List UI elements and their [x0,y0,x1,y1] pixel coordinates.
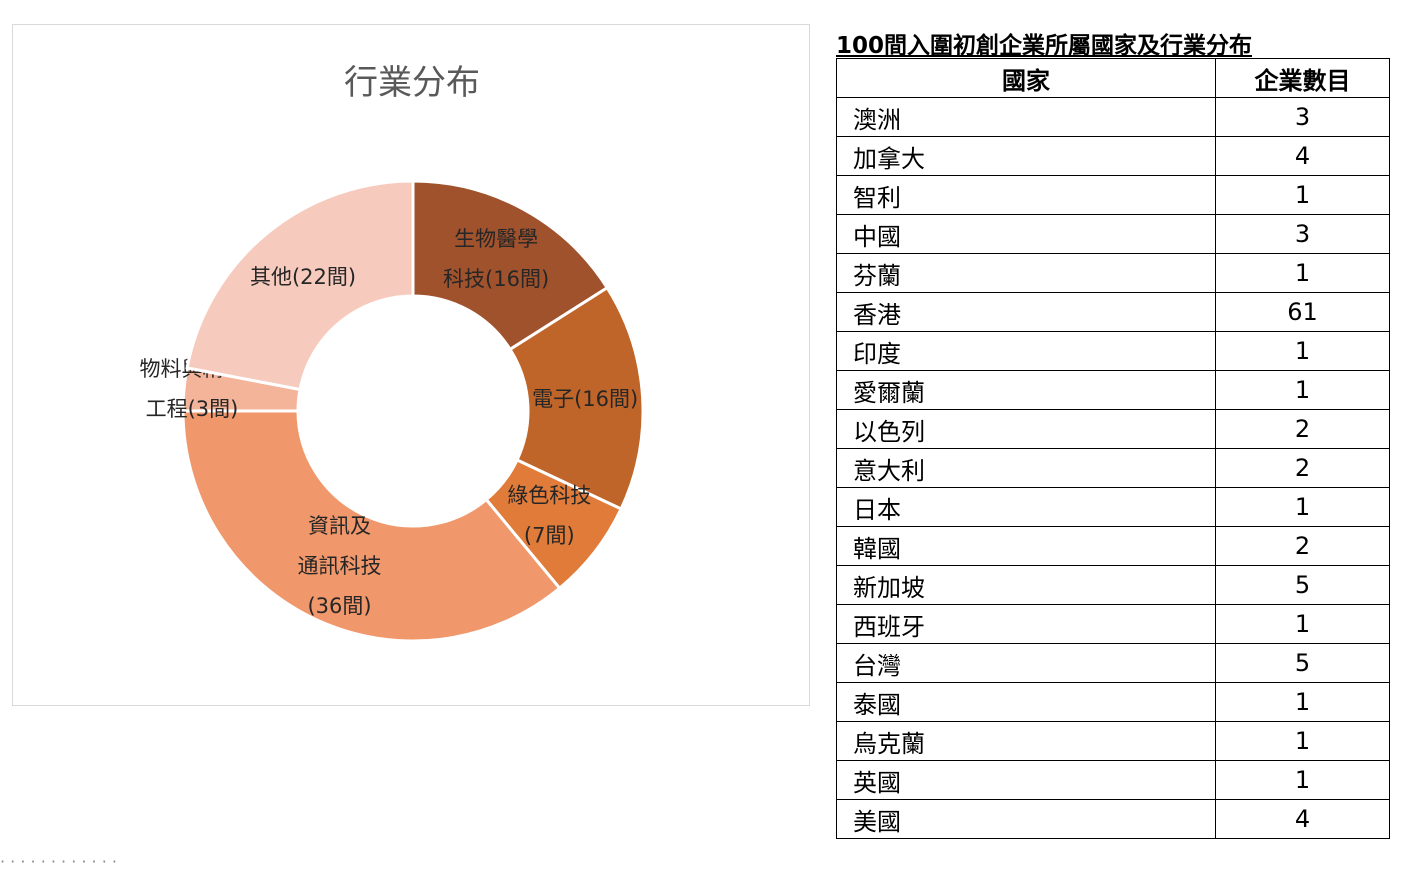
table-title: 100間入圍初創企業所屬國家及行業分布 [836,33,1253,59]
count-cell: 1 [1215,604,1390,644]
table-row: 西班牙 1 [836,604,1390,644]
slice-label: 科技(16間) [443,267,549,291]
count-cell: 1 [1215,721,1390,761]
table-row: 以色列 2 [836,409,1390,449]
table-row: 韓國 2 [836,526,1390,566]
count-cell: 5 [1215,565,1390,605]
country-cell: 芬蘭 [836,253,1216,293]
country-cell: 智利 [836,175,1216,215]
country-cell: 日本 [836,487,1216,527]
table-row: 意大利 2 [836,448,1390,488]
slice-label: 通訊科技 [298,554,382,578]
country-table: 國家 企業數目 澳洲 3 加拿大 4 智利 1 中國 3 芬蘭 1 香港 61 印度 1 愛爾蘭 1 以色列 2 意… [836,58,1390,839]
table-row: 新加坡 5 [836,565,1390,605]
donut-slice [185,179,415,392]
footer-fragment: · · · · · · · · · · · · [0,852,117,871]
chart-area: 行業分布 生物醫學科技(16間) 電子(16間) 綠色科技 (7間) 資訊及通訊科技 (3… [12,24,810,706]
table-row: 台灣 5 [836,643,1390,683]
table-row: 烏克蘭 1 [836,721,1390,761]
donut-slice [181,409,562,643]
country-cell: 烏克蘭 [836,721,1216,761]
count-cell: 5 [1215,643,1390,683]
country-cell: 意大利 [836,448,1216,488]
table-row: 智利 1 [836,175,1390,215]
donut-slice [411,179,610,352]
table-row: 美國 4 [836,799,1390,839]
country-cell: 泰國 [836,682,1216,722]
table-row: 日本 1 [836,487,1390,527]
chart-title: 行業分布 [344,63,480,103]
count-cell: 1 [1215,760,1390,800]
country-cell: 英國 [836,760,1216,800]
donut-chart: 生物醫學科技(16間)電子(16間)綠色科技(7間)資訊及通訊科技(36間)物料… [139,179,645,643]
table-row: 芬蘭 1 [836,253,1390,293]
country-cell: 愛爾蘭 [836,370,1216,410]
table-row: 澳洲 3 [836,97,1390,137]
table-row: 中國 3 [836,214,1390,254]
slice-label: 生物醫學 [454,227,538,251]
count-header: 企業數目 [1215,58,1390,98]
count-cell: 1 [1215,331,1390,371]
slice-label: 工程(3間) [146,397,239,421]
country-cell: 美國 [836,799,1216,839]
slice-label: 其他(22間) [250,265,356,289]
slice-label: 資訊及 [308,514,371,538]
count-cell: 1 [1215,682,1390,722]
count-cell: 1 [1215,370,1390,410]
country-cell: 加拿大 [836,136,1216,176]
slice-label: (7間) [524,524,575,548]
country-cell: 新加坡 [836,565,1216,605]
country-cell: 西班牙 [836,604,1216,644]
table-body: 澳洲 3 加拿大 4 智利 1 中國 3 芬蘭 1 香港 61 印度 1 愛爾蘭 1 以色列 2 意大利 2 日本 1 韓國… [836,97,1390,839]
slice-label: (36間) [307,594,371,618]
count-cell: 1 [1215,175,1390,215]
slice-label: 綠色科技 [507,484,591,508]
count-cell: 1 [1215,487,1390,527]
count-cell: 3 [1215,97,1390,137]
slice-label: 電子(16間) [532,387,638,411]
count-cell: 2 [1215,448,1390,488]
table-row: 泰國 1 [836,682,1390,722]
table-header-row: 國家 企業數目 [836,58,1390,98]
country-cell: 澳洲 [836,97,1216,137]
donut-slice [508,285,645,511]
country-header: 國家 [836,58,1216,98]
country-cell: 韓國 [836,526,1216,566]
count-cell: 1 [1215,253,1390,293]
count-cell: 2 [1215,526,1390,566]
count-cell: 2 [1215,409,1390,449]
table-row: 香港 61 [836,292,1390,332]
country-cell: 印度 [836,331,1216,371]
country-cell: 香港 [836,292,1216,332]
table-row: 英國 1 [836,760,1390,800]
count-cell: 3 [1215,214,1390,254]
table-row: 加拿大 4 [836,136,1390,176]
count-cell: 4 [1215,136,1390,176]
table-row: 印度 1 [836,331,1390,371]
table-row: 愛爾蘭 1 [836,370,1390,410]
count-cell: 4 [1215,799,1390,839]
country-cell: 中國 [836,214,1216,254]
count-cell: 61 [1215,292,1390,332]
country-cell: 以色列 [836,409,1216,449]
country-cell: 台灣 [836,643,1216,683]
